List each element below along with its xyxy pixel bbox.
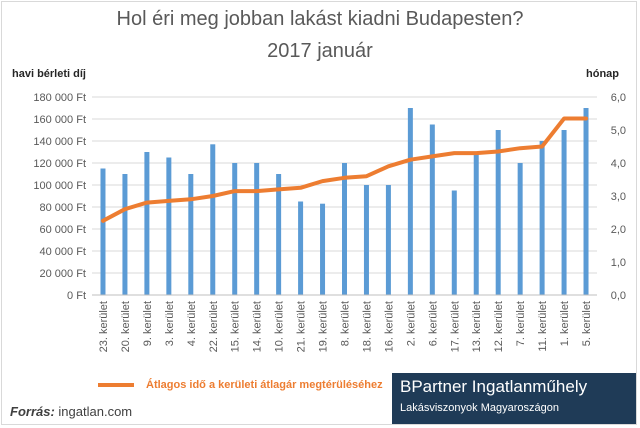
x-tick-label: 10. kerület bbox=[274, 301, 286, 352]
series-line bbox=[101, 116, 588, 223]
source-label: Forrás: bbox=[10, 404, 55, 419]
brand-logo: BPartner Ingatlanműhely Lakásviszonyok M… bbox=[392, 373, 636, 424]
bar bbox=[385, 185, 391, 295]
x-tick-label: 11. kerület bbox=[537, 301, 549, 352]
x-tick-label: 18. kerület bbox=[361, 301, 373, 352]
y-left-tick-label: 140 000 Ft bbox=[33, 136, 86, 148]
y-left-tick-label: 100 000 Ft bbox=[33, 180, 86, 192]
bar bbox=[188, 174, 194, 295]
x-tick-label: 1. kerület bbox=[559, 301, 571, 346]
x-tick-label: 14. kerület bbox=[252, 301, 264, 352]
x-tick-label: 3. kerület bbox=[164, 301, 176, 346]
y-left-tick-label: 20 000 Ft bbox=[40, 268, 86, 280]
bar bbox=[407, 108, 413, 295]
brand-name: BPartner Ingatlanműhely bbox=[400, 377, 588, 396]
bar bbox=[539, 141, 545, 295]
bar bbox=[166, 157, 172, 295]
source-note: Forrás: ingatlan.com bbox=[10, 404, 132, 419]
y-axis-left-title: havi bérleti díj bbox=[12, 68, 86, 80]
bar bbox=[276, 174, 282, 295]
y-left-tick-label: 160 000 Ft bbox=[33, 114, 86, 126]
bar bbox=[451, 190, 457, 295]
y-right-tick-label: 2,0 bbox=[611, 224, 626, 236]
y-left-tick-label: 80 000 Ft bbox=[40, 202, 86, 214]
y-right-tick-label: 0,0 bbox=[611, 290, 626, 302]
chart-title: Hol éri meg jobban lakást kiadni Budapes… bbox=[116, 8, 524, 30]
legend-label: Átlagos idő a kerületi átlagár megtérülé… bbox=[146, 379, 383, 391]
bar bbox=[232, 163, 238, 295]
y-right-tick-label: 5,0 bbox=[611, 125, 626, 137]
brand-tagline: Lakásviszonyok Magyaroszágon bbox=[400, 402, 559, 414]
y-left-tick-label: 180 000 Ft bbox=[33, 92, 86, 104]
bar bbox=[363, 185, 369, 295]
bar bbox=[517, 163, 523, 295]
x-tick-label: 9. kerület bbox=[142, 301, 154, 346]
x-tick-label: 6. kerület bbox=[427, 301, 439, 346]
bar bbox=[495, 130, 501, 295]
x-tick-label: 22. kerület bbox=[208, 301, 220, 352]
bar bbox=[254, 163, 260, 295]
x-tick-label: 15. kerület bbox=[230, 301, 242, 352]
x-tick-label: 13. kerület bbox=[471, 301, 483, 352]
x-tick-label: 8. kerület bbox=[340, 301, 352, 346]
y-left-tick-label: 0 Ft bbox=[67, 290, 86, 302]
x-tick-label: 20. kerület bbox=[120, 301, 132, 352]
legend-line-swatch bbox=[98, 383, 134, 387]
bar bbox=[429, 124, 435, 295]
source-value: ingatlan.com bbox=[58, 404, 133, 419]
y-right-tick-label: 1,0 bbox=[611, 257, 626, 269]
y-right-tick-label: 4,0 bbox=[611, 158, 626, 170]
bar bbox=[100, 168, 106, 295]
x-tick-label: 23. kerület bbox=[98, 301, 110, 352]
x-tick-label: 2. kerület bbox=[405, 301, 417, 346]
bar bbox=[342, 163, 347, 295]
bar bbox=[561, 130, 567, 295]
x-tick-label: 5. kerület bbox=[581, 301, 593, 346]
bar bbox=[473, 152, 479, 295]
y-left-tick-label: 120 000 Ft bbox=[33, 158, 86, 170]
bar bbox=[122, 174, 128, 295]
y-left-tick-label: 40 000 Ft bbox=[40, 246, 86, 258]
bar bbox=[583, 108, 589, 295]
x-tick-label: 21. kerület bbox=[296, 301, 308, 352]
bar bbox=[298, 201, 304, 295]
x-tick-label: 12. kerület bbox=[493, 301, 505, 352]
y-left-tick-label: 60 000 Ft bbox=[40, 224, 86, 236]
x-tick-label: 16. kerület bbox=[383, 301, 395, 352]
chart-subtitle: 2017 január bbox=[267, 40, 373, 62]
legend: Átlagos idő a kerületi átlagár megtérülé… bbox=[98, 377, 383, 393]
bar bbox=[144, 152, 150, 295]
x-tick-label: 4. kerület bbox=[186, 301, 198, 346]
bar bbox=[320, 203, 326, 295]
y-axis-right-title: hónap bbox=[586, 68, 619, 80]
x-tick-label: 19. kerület bbox=[318, 301, 330, 352]
y-right-tick-label: 3,0 bbox=[611, 191, 626, 203]
x-tick-label: 7. kerület bbox=[515, 301, 527, 346]
x-tick-label: 17. kerület bbox=[449, 301, 461, 352]
bar bbox=[210, 144, 216, 295]
y-right-tick-label: 6,0 bbox=[611, 92, 626, 104]
